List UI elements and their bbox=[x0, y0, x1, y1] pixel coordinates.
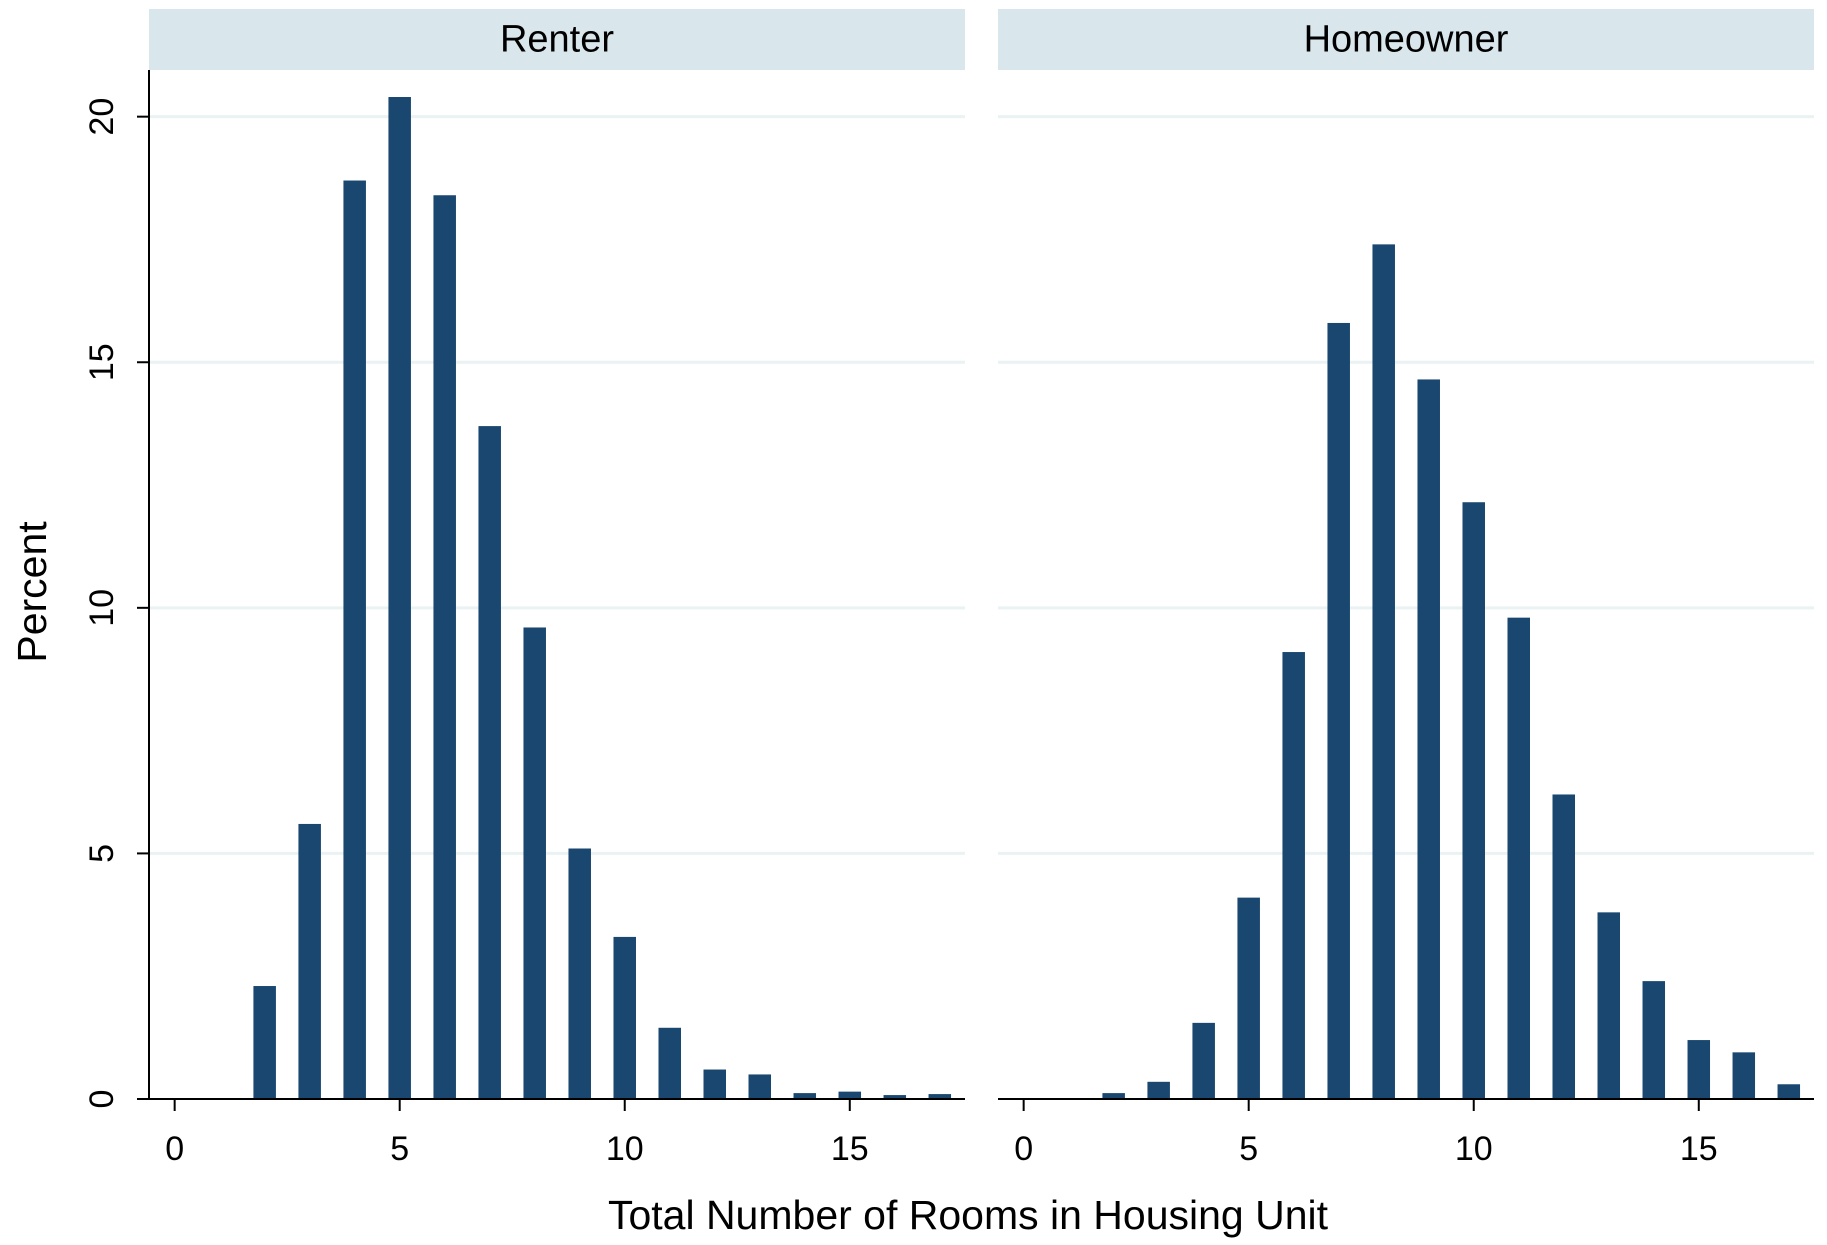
bar bbox=[343, 180, 366, 1099]
bar bbox=[613, 936, 636, 1099]
bar bbox=[658, 1027, 681, 1099]
bar bbox=[1597, 912, 1621, 1099]
bar bbox=[1507, 617, 1530, 1099]
bar bbox=[478, 426, 501, 1099]
bar bbox=[1147, 1081, 1170, 1099]
bar bbox=[388, 97, 411, 1099]
x-axis-label: Total Number of Rooms in Housing Unit bbox=[608, 1192, 1329, 1238]
bar bbox=[1732, 1052, 1756, 1099]
bar bbox=[298, 823, 321, 1099]
bar bbox=[1777, 1084, 1801, 1099]
bar bbox=[568, 848, 591, 1099]
x-tick-label: 15 bbox=[1680, 1130, 1718, 1168]
y-tick-label: 5 bbox=[83, 844, 121, 863]
x-tick-label: 10 bbox=[1455, 1130, 1493, 1168]
panel-title: Homeowner bbox=[1304, 19, 1509, 61]
bar bbox=[1237, 897, 1260, 1099]
bar bbox=[1372, 244, 1395, 1099]
bar bbox=[1642, 981, 1666, 1099]
bar bbox=[1102, 1093, 1125, 1099]
bar bbox=[1687, 1040, 1711, 1099]
bar bbox=[928, 1094, 952, 1099]
y-tick-label: 10 bbox=[83, 589, 121, 627]
x-tick-label: 0 bbox=[165, 1130, 184, 1168]
bar bbox=[748, 1074, 772, 1099]
panel-strip bbox=[998, 9, 1814, 70]
x-tick-label: 5 bbox=[1239, 1130, 1258, 1168]
x-tick-label: 10 bbox=[606, 1130, 644, 1168]
bar bbox=[1327, 322, 1350, 1099]
bar bbox=[523, 627, 546, 1099]
bar bbox=[253, 986, 276, 1099]
panel-strip bbox=[149, 9, 965, 70]
bar bbox=[1192, 1022, 1215, 1099]
bar bbox=[1417, 379, 1440, 1099]
y-tick-label: 15 bbox=[83, 343, 121, 381]
bar bbox=[1552, 794, 1576, 1099]
y-tick-label: 20 bbox=[83, 98, 121, 136]
bar bbox=[1282, 652, 1305, 1099]
x-tick-label: 15 bbox=[831, 1130, 869, 1168]
y-axis-label: Percent bbox=[9, 521, 55, 663]
bar bbox=[838, 1091, 862, 1099]
bar bbox=[703, 1069, 727, 1099]
bar bbox=[793, 1093, 817, 1099]
y-tick-label: 0 bbox=[83, 1090, 121, 1109]
panel-title: Renter bbox=[500, 19, 614, 61]
bar bbox=[883, 1095, 907, 1099]
bar bbox=[1462, 502, 1485, 1099]
x-tick-label: 5 bbox=[390, 1130, 409, 1168]
bar bbox=[433, 195, 456, 1099]
x-tick-label: 0 bbox=[1014, 1130, 1033, 1168]
